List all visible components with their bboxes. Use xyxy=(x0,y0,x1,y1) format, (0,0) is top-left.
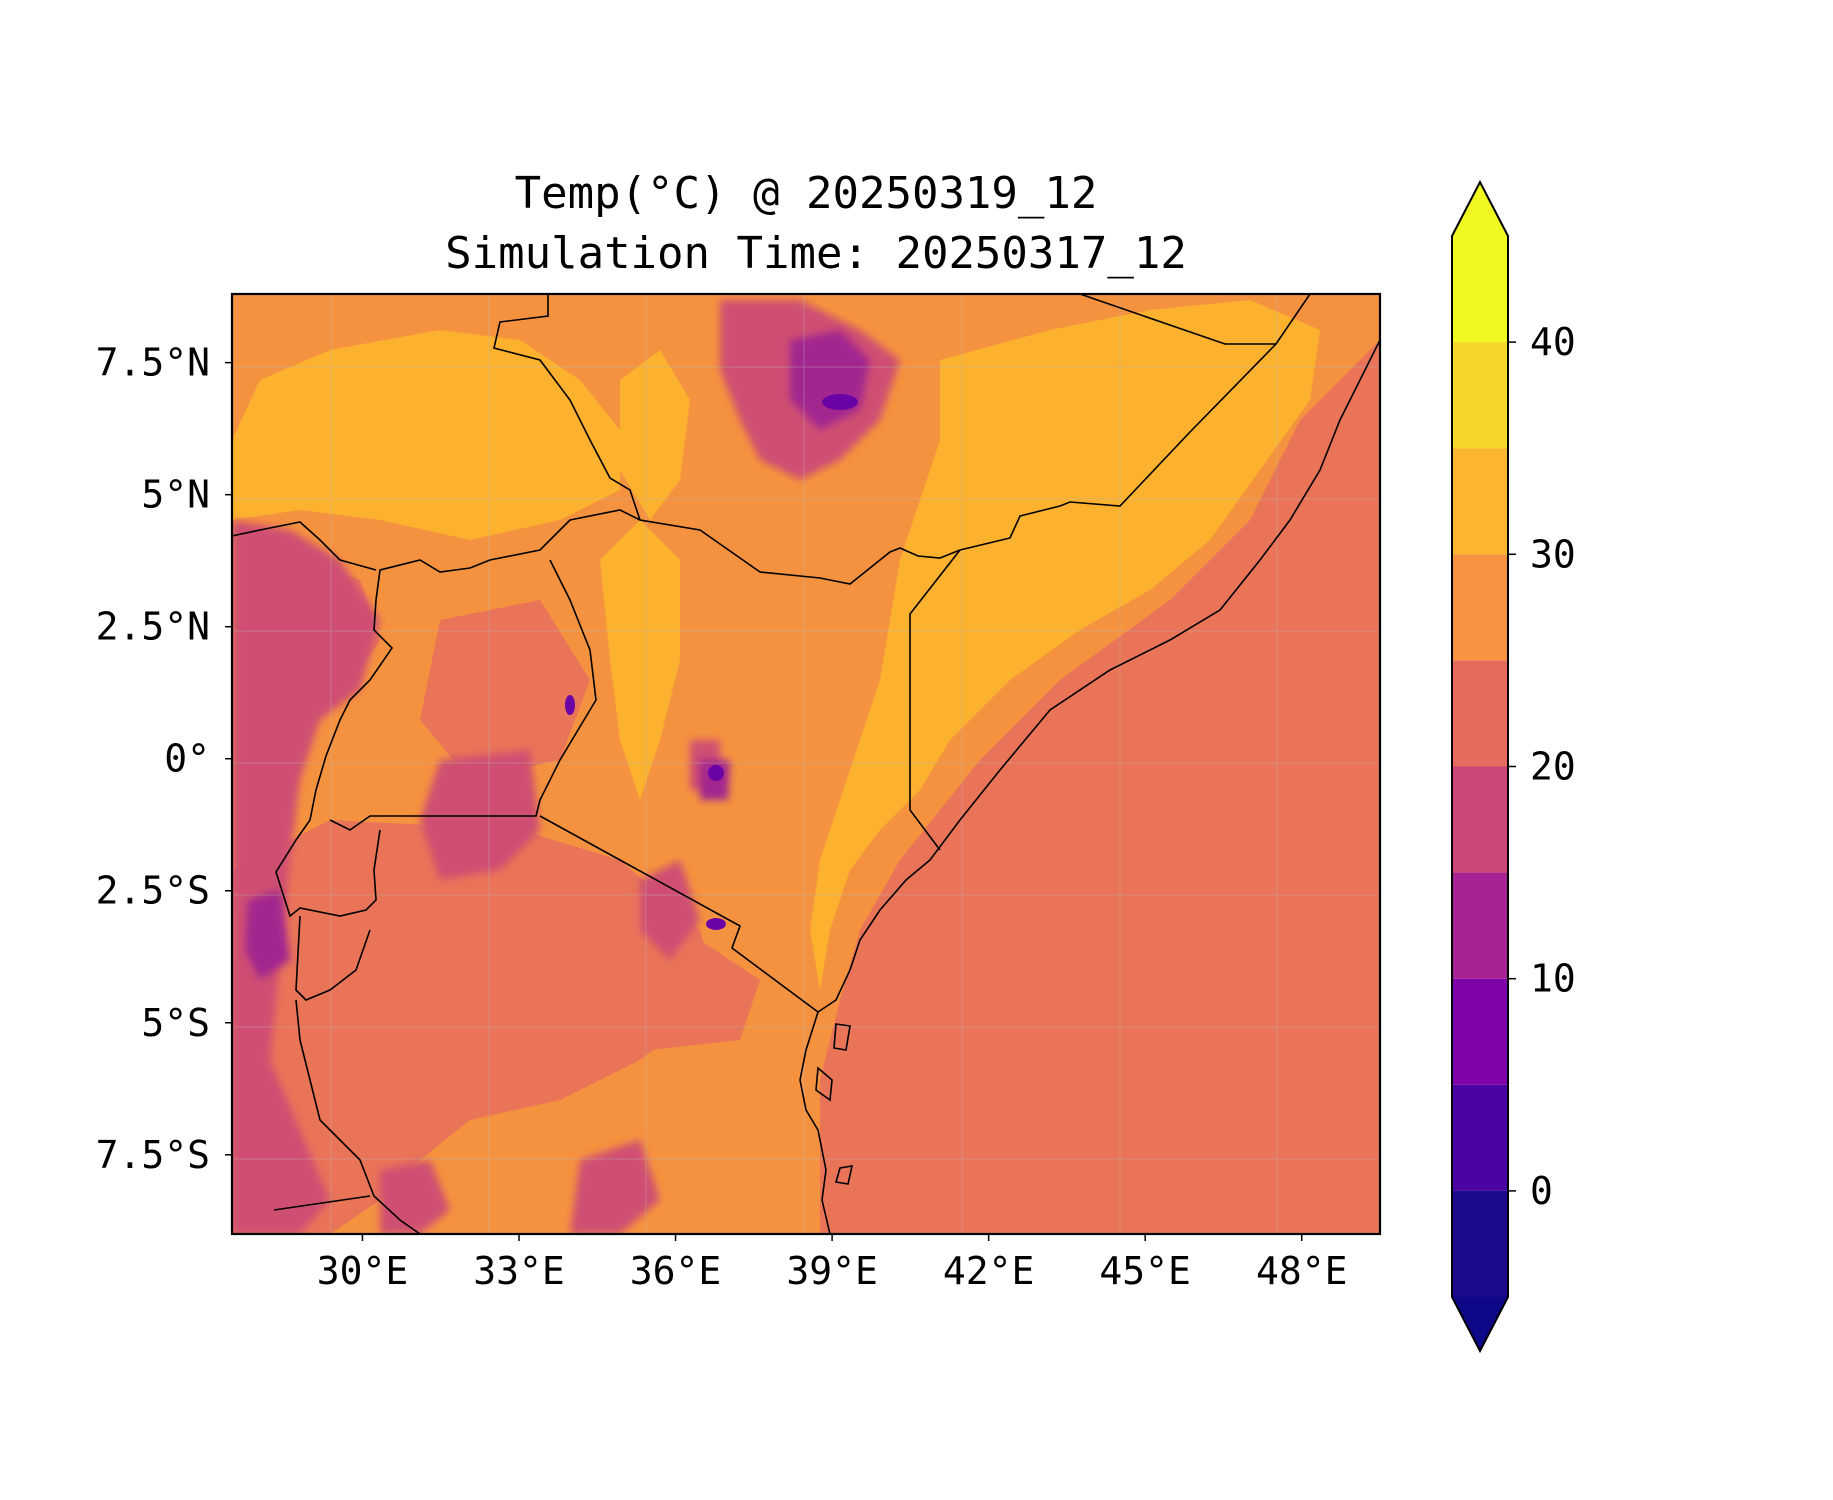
x-tick-label: 36°E xyxy=(630,1249,722,1293)
plot-title: Temp(°C) @ 20250319_12 xyxy=(515,168,1098,219)
colorbar-band xyxy=(1452,660,1508,767)
plot-subtitle: Simulation Time: 20250317_12 xyxy=(445,228,1187,279)
x-tick-label: 42°E xyxy=(943,1249,1035,1293)
colorbar-band xyxy=(1452,554,1508,661)
colorbar: 0 10 20 30 40 xyxy=(1451,179,1576,1354)
colorbar-band xyxy=(1452,1084,1508,1191)
latitude-axis: 7.5°N 5°N 2.5°N 0° 2.5°S 5°S 7.5°S xyxy=(96,341,232,1177)
colorbar-band xyxy=(1452,342,1508,449)
colorbar-band xyxy=(1452,236,1508,343)
y-tick-label: 5°S xyxy=(141,1001,210,1045)
y-tick-label: 2.5°S xyxy=(96,869,210,913)
coastline xyxy=(799,339,1380,1234)
colorbar-tick-label: 10 xyxy=(1530,957,1576,1001)
y-tick-label: 2.5°N xyxy=(96,605,210,649)
colorbar-band xyxy=(1452,978,1508,1085)
colorbar-band xyxy=(1452,766,1508,873)
colorbar-tick-label: 30 xyxy=(1530,532,1576,576)
colorbar-band xyxy=(1452,448,1508,555)
colorbar-band xyxy=(1452,872,1508,979)
temperature-field xyxy=(232,294,1380,1234)
y-tick-label: 5°N xyxy=(141,473,210,517)
country-borders xyxy=(232,294,1311,1234)
x-tick-label: 45°E xyxy=(1099,1249,1191,1293)
colorbar-tick-label: 20 xyxy=(1530,745,1576,789)
x-tick-label: 39°E xyxy=(786,1249,878,1293)
colorbar-extend-min xyxy=(1452,1297,1508,1351)
map-frame xyxy=(230,292,1382,1236)
y-tick-label: 0° xyxy=(164,737,210,781)
longitude-axis: 30°E 33°E 36°E 39°E 42°E 45°E 48°E xyxy=(317,1234,1348,1293)
colorbar-tick-label: 0 xyxy=(1530,1169,1553,1213)
colorbar-tick-label: 40 xyxy=(1530,320,1576,364)
x-tick-label: 48°E xyxy=(1256,1249,1348,1293)
x-tick-label: 33°E xyxy=(473,1249,565,1293)
x-tick-label: 30°E xyxy=(317,1249,409,1293)
temp-band-5-10 xyxy=(565,394,858,930)
gridlines xyxy=(232,294,1380,1234)
y-tick-label: 7.5°S xyxy=(96,1133,210,1177)
map-panel: 30°E 33°E 36°E 39°E 42°E 45°E 48°E 7.5°N 5°N 2.5… xyxy=(96,292,1382,1293)
y-tick-label: 7.5°N xyxy=(96,341,210,385)
colorbar-band xyxy=(1452,1190,1508,1297)
temp-band-35-40 xyxy=(232,300,1320,990)
colorbar-extend-max xyxy=(1452,182,1508,236)
colorbar-outline xyxy=(1451,179,1509,1354)
